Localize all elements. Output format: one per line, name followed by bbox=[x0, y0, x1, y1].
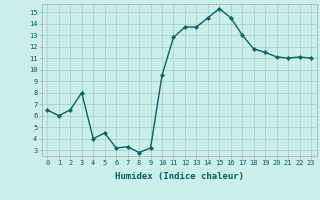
X-axis label: Humidex (Indice chaleur): Humidex (Indice chaleur) bbox=[115, 172, 244, 181]
